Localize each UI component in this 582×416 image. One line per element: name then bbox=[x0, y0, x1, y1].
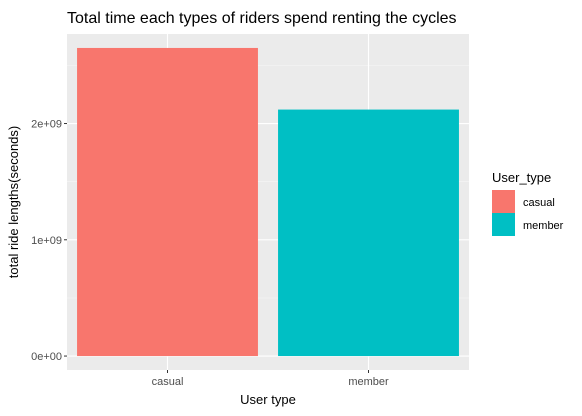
y-axis-ticks: 0e+00 1e+09 2e+09 bbox=[31, 119, 67, 363]
legend-swatch-member bbox=[492, 213, 515, 236]
legend-entries: casual member bbox=[492, 190, 564, 236]
legend-label-casual: casual bbox=[523, 197, 555, 209]
y-tick-label: 1e+09 bbox=[31, 235, 62, 247]
x-axis-title: User type bbox=[240, 392, 296, 407]
bar-casual bbox=[77, 47, 258, 357]
legend-swatch-casual bbox=[492, 190, 515, 213]
y-tick-label: 2e+09 bbox=[31, 119, 62, 131]
y-tick-label: 0e+00 bbox=[31, 351, 62, 363]
x-tick-label: member bbox=[348, 376, 389, 388]
chart-title: Total time each types of riders spend re… bbox=[67, 10, 457, 27]
legend: User_type casual member bbox=[492, 170, 564, 236]
y-axis-title: total ride lengths(seconds) bbox=[6, 126, 21, 278]
x-axis-ticks: casual member bbox=[152, 370, 389, 388]
bar-member bbox=[278, 109, 459, 357]
legend-label-member: member bbox=[523, 220, 564, 232]
x-tick-label: casual bbox=[152, 376, 184, 388]
bars bbox=[77, 47, 459, 357]
legend-title: User_type bbox=[492, 170, 551, 185]
